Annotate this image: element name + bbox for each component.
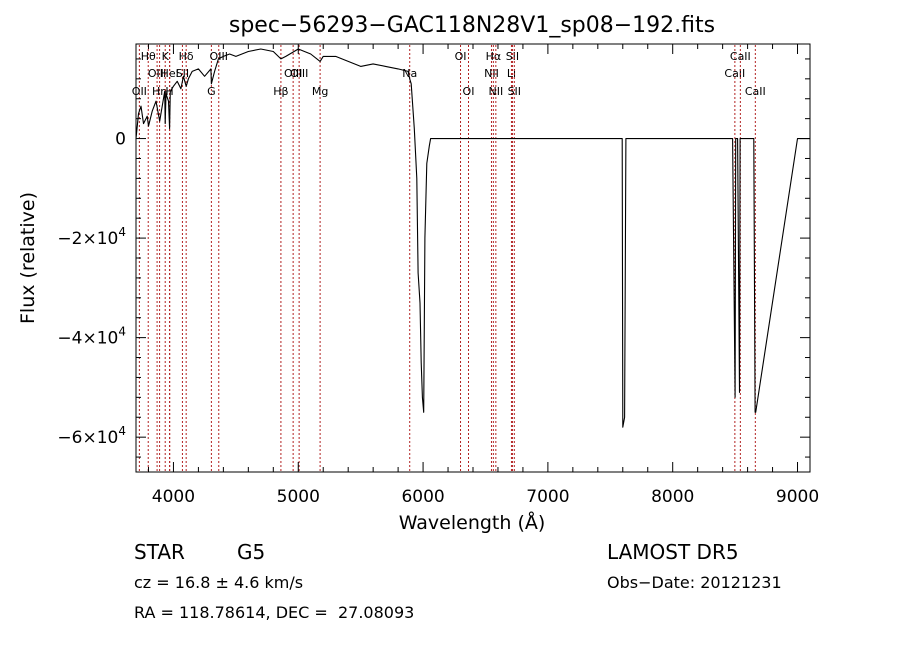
line-marker-label-21: Li [507,67,516,80]
x-tick-label: 9000 [776,487,819,507]
line-marker-label-9: G [207,85,216,98]
x-axis-label: Wavelength (Å) [399,511,546,534]
line-marker-label-13: OIII [290,67,308,80]
line-marker-label-25: CaII [730,50,751,63]
x-tick-label: 5000 [277,487,320,507]
line-marker-label-4: K [162,50,170,63]
line-marker-label-2: OIII [148,67,166,80]
line-marker-label-23: SII [508,85,521,98]
y-tick-label-base: −4×10 [57,329,118,349]
line-marker-label-17: OI [463,85,475,98]
line-marker-label-11: Hβ [273,85,288,98]
y-tick-label-base: −6×10 [57,428,118,448]
y-axis: 0−2×104−4×104−6×104 [57,58,810,458]
y-tick-label-base: 0 [115,130,126,150]
y-tick-label: −2×104 [57,225,126,249]
obs-date: Obs−Date: 20121231 [607,573,782,592]
line-marker-label-16: OI [455,50,467,63]
chart-title: spec−56293−GAC118N28V1_sp08−192.fits [229,13,715,38]
object-class: STAR [134,540,185,564]
redshift-readout: cz = 16.8 ± 4.6 km/s [134,573,304,592]
line-marker-label-3: Hη [152,85,167,98]
line-marker-label-0: OII [132,85,147,98]
plot-frame [135,43,811,473]
line-marker-label-12: OIII [284,67,302,80]
line-marker-label-26: CaII [745,85,766,98]
line-marker-label-24: CaII [724,67,745,80]
x-tick-label: 8000 [651,487,694,507]
line-marker-label-15: Na [402,67,417,80]
spectrum-series-0 [135,48,810,428]
subclass: G5 [237,540,266,564]
y-tick-label: 0 [115,130,126,150]
line-marker-layer: OIIHθOIIIHηKHeIHHδSIIGOIIIHβOIIIOIIIMgNa… [132,45,766,471]
y-tick-label: −4×104 [57,325,126,349]
line-marker-label-10: OIII [210,50,228,63]
line-marker-label-1: Hθ [141,50,156,63]
y-tick-label-exponent: 4 [118,225,126,239]
x-tick-label: 6000 [401,487,444,507]
line-marker-label-20: NII [488,85,503,98]
line-marker-label-19: Hα [486,50,502,63]
y-tick-label-exponent: 4 [118,325,126,339]
y-tick-label-base: −2×10 [57,229,118,249]
line-marker-label-14: Mg [312,85,328,98]
x-tick-label: 7000 [526,487,569,507]
y-tick-label: −6×104 [57,424,126,448]
line-marker-label-6: H [165,85,173,98]
x-tick-label: 4000 [152,487,195,507]
survey-name: LAMOST DR5 [607,540,739,564]
x-axis: 4000 5000 6000 7000 8000 9000 [147,44,819,507]
line-marker-label-8: SII [176,67,189,80]
y-axis-label: Flux (relative) [17,192,39,324]
line-marker-label-7: Hδ [179,50,194,63]
line-marker-label-22: SII [506,50,519,63]
y-tick-label-exponent: 4 [118,424,126,438]
spectrum-layer [135,48,810,428]
line-marker-label-18: NII [484,67,499,80]
coordinates: RA = 118.78614, DEC = 27.08093 [134,603,415,622]
